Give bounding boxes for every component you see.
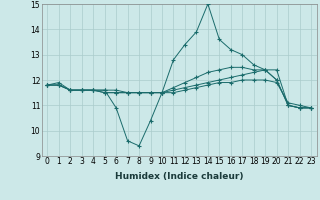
X-axis label: Humidex (Indice chaleur): Humidex (Indice chaleur) xyxy=(115,172,244,181)
